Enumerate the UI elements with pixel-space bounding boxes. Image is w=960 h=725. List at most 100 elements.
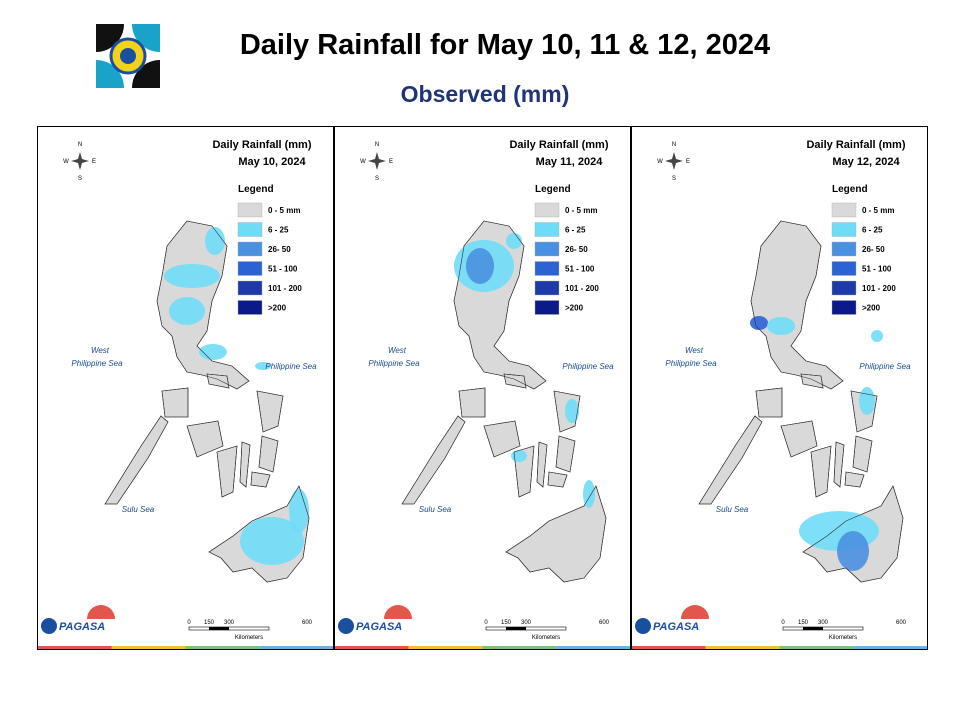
compass-letter: W <box>360 159 366 165</box>
scale-label: 0 <box>484 620 488 626</box>
scale-label: 600 <box>302 620 313 626</box>
scale-label: 150 <box>501 620 512 626</box>
province-outline <box>258 435 279 473</box>
province-outline <box>698 415 763 505</box>
compass-letter: E <box>686 159 690 165</box>
legend-label: 6 - 25 <box>268 226 289 235</box>
rain-area <box>466 248 494 284</box>
rain-area <box>871 330 883 342</box>
legend-swatch <box>831 222 857 237</box>
sea-label: Sulu Sea <box>716 505 749 514</box>
rain-area <box>205 227 225 255</box>
compass-letter: S <box>375 176 379 182</box>
province-outline <box>553 390 581 433</box>
province-outline <box>401 415 466 505</box>
rain-area <box>859 387 875 415</box>
legend-label: 0 - 5 mm <box>565 206 597 215</box>
sea-label: Sulu Sea <box>122 505 155 514</box>
panels: N S W E Daily Rainfall (mm) May 10, 2024 Legen… <box>37 126 928 650</box>
legend-label: 26- 50 <box>862 245 885 254</box>
sea-label: Philippine Sea <box>368 359 420 368</box>
compass-letter: W <box>63 159 69 165</box>
island <box>161 387 189 418</box>
province-outline <box>750 220 844 390</box>
province-outline <box>104 415 169 505</box>
island <box>755 387 783 418</box>
legend-swatch <box>237 280 263 296</box>
rain-area <box>767 317 795 335</box>
compass: N S W E <box>63 142 96 182</box>
legend-swatch <box>237 222 263 237</box>
province-outline <box>458 387 486 418</box>
rain-area <box>169 297 205 325</box>
legend-label: 6 - 25 <box>862 226 883 235</box>
map-date: May 10, 2024 <box>238 156 306 168</box>
province-outline <box>503 373 527 389</box>
sea-label: West <box>91 346 110 355</box>
province-outline <box>536 441 548 488</box>
compass-letter: N <box>672 142 676 148</box>
province-outline <box>755 387 783 418</box>
province-outline <box>161 387 189 418</box>
province-outline <box>513 445 535 498</box>
scale-label: 300 <box>521 620 532 626</box>
footer-stripe <box>705 646 780 649</box>
footer-stripe <box>408 646 483 649</box>
map-heading: Daily Rainfall (mm) <box>806 139 905 151</box>
rain-area <box>240 517 304 565</box>
province-outline <box>844 471 865 488</box>
legend-label: 0 - 5 mm <box>862 206 894 215</box>
slide-title: Daily Rainfall for May 10, 11 & 12, 2024 <box>240 29 770 61</box>
legend-swatch <box>534 222 560 237</box>
province-outline <box>256 390 284 433</box>
map-date: May 12, 2024 <box>832 156 900 168</box>
sea-label: West <box>388 346 407 355</box>
province-outline <box>833 441 845 488</box>
province-outline <box>555 435 576 473</box>
province-outline <box>802 485 904 583</box>
logo-mark <box>338 618 354 634</box>
legend-label: 101 - 200 <box>565 284 599 293</box>
footer-stripe <box>335 646 409 649</box>
compass: N S W E <box>657 142 690 182</box>
province-outline <box>239 441 251 488</box>
legend-swatch <box>831 241 857 257</box>
compass-letter: W <box>657 159 663 165</box>
scale-bar-segment <box>209 627 229 630</box>
logo-umbrella <box>681 605 709 619</box>
rain-area <box>565 399 579 423</box>
legend-title: Legend <box>238 184 274 195</box>
sea-label: Sulu Sea <box>419 505 452 514</box>
rain-area <box>164 264 220 288</box>
legend-label: 6 - 25 <box>565 226 586 235</box>
legend-label: 51 - 100 <box>268 265 298 274</box>
logo-text: PAGASA <box>356 621 402 633</box>
scale-label: 300 <box>224 620 235 626</box>
logo-mark <box>41 618 57 634</box>
province-outline <box>156 220 250 390</box>
legend-swatch <box>534 300 560 315</box>
rain-area <box>255 362 271 370</box>
scale-label: 600 <box>896 620 907 626</box>
scale-unit: Kilometers <box>532 635 560 641</box>
compass-rose <box>665 152 683 170</box>
footer-stripe <box>111 646 186 649</box>
legend-label: 101 - 200 <box>862 284 896 293</box>
footer-stripe <box>38 646 112 649</box>
legend-swatch <box>237 202 263 218</box>
rain-area <box>511 450 527 462</box>
legend-swatch <box>534 261 560 276</box>
footer-stripe <box>632 646 706 649</box>
sea-label: Philippine Sea <box>562 362 614 371</box>
map-panel: N S W E Daily Rainfall (mm) May 12, 2024 Legen… <box>631 126 928 650</box>
map-heading: Daily Rainfall (mm) <box>509 139 608 151</box>
scale-bar-segment <box>803 627 823 630</box>
scale-unit: Kilometers <box>235 635 263 641</box>
footer-stripe <box>185 646 260 649</box>
scale-unit: Kilometers <box>829 635 857 641</box>
legend-label: >200 <box>268 304 287 313</box>
rain-area <box>750 316 768 330</box>
map-panel: N S W E Daily Rainfall (mm) May 11, 2024 Legen… <box>334 126 631 650</box>
legend-swatch <box>534 241 560 257</box>
agency-seal <box>96 24 160 88</box>
